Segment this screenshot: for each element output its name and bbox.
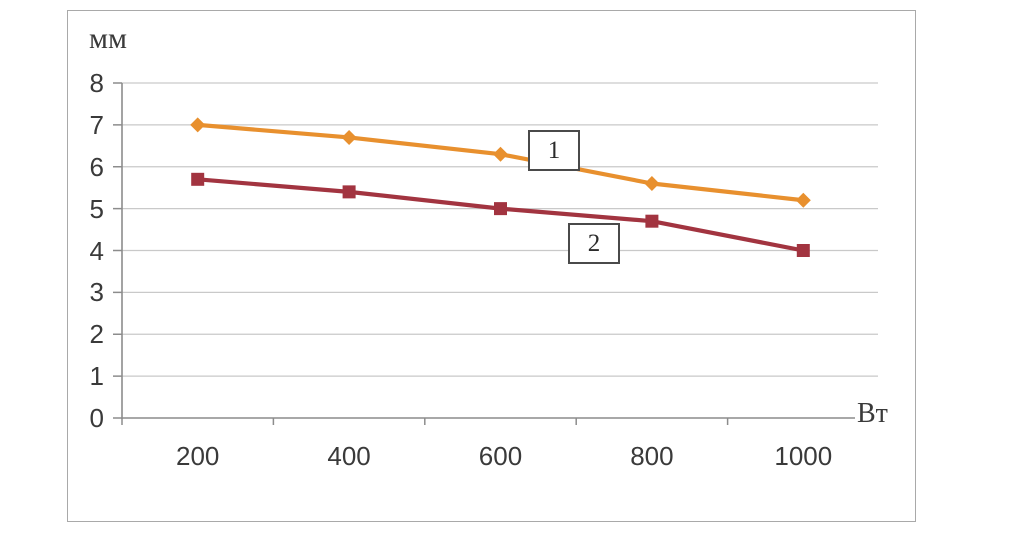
y-tick-label: 8 bbox=[89, 68, 104, 98]
y-tick-label: 1 bbox=[89, 361, 104, 392]
series-2-label: 2 bbox=[587, 229, 601, 257]
y-axis-label: мм bbox=[89, 22, 127, 55]
y-tick-label: 0 bbox=[89, 403, 104, 433]
y-tick-label: 3 bbox=[89, 277, 104, 308]
series-1-marker-diamond bbox=[795, 192, 811, 208]
x-tick-label: 200 bbox=[175, 441, 220, 471]
x-tick-label: 600 bbox=[478, 441, 523, 471]
series-1-label: 1 bbox=[547, 136, 561, 164]
y-tick-label: 6 bbox=[89, 151, 104, 182]
x-tick-label: 800 bbox=[630, 441, 674, 471]
x-tick-label: 400 bbox=[327, 441, 371, 471]
y-tick-label: 4 bbox=[89, 235, 104, 266]
x-tick-label: 1000 bbox=[774, 441, 833, 471]
chart-outer-border bbox=[67, 10, 916, 522]
series-2-marker-square bbox=[494, 202, 507, 216]
series-1-marker-diamond bbox=[341, 129, 357, 145]
series-1-label-box: 1 bbox=[528, 130, 580, 171]
y-tick-label: 2 bbox=[89, 319, 104, 350]
y-tick-label: 5 bbox=[89, 193, 104, 224]
series-1-marker-diamond bbox=[644, 176, 660, 191]
series-1-marker-diamond bbox=[190, 117, 206, 133]
series-2-label-box: 2 bbox=[568, 223, 620, 264]
y-tick-label: 7 bbox=[89, 109, 104, 140]
series-2-marker-square bbox=[645, 214, 659, 228]
x-axis-label: Вт bbox=[855, 398, 891, 430]
series-2-marker-square bbox=[796, 244, 810, 257]
series-1-marker-diamond bbox=[493, 146, 508, 162]
series-2-marker-square bbox=[191, 172, 205, 186]
series-2-marker-square bbox=[342, 185, 356, 199]
